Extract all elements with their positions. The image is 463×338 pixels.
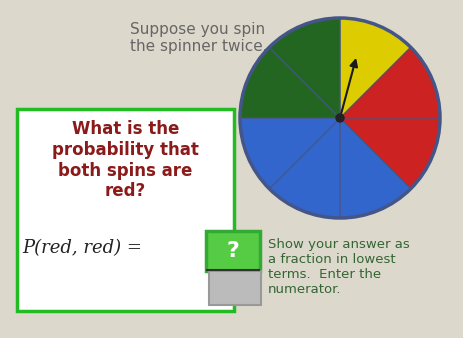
Wedge shape <box>269 18 339 118</box>
Text: Suppose you spin
the spinner twice.: Suppose you spin the spinner twice. <box>130 22 267 54</box>
Wedge shape <box>339 118 439 189</box>
Text: P(red, red) =: P(red, red) = <box>22 239 142 257</box>
Wedge shape <box>239 118 339 189</box>
FancyBboxPatch shape <box>206 231 259 271</box>
Text: What is the
probability that
both spins are
red?: What is the probability that both spins … <box>52 120 199 200</box>
Wedge shape <box>339 18 410 118</box>
Wedge shape <box>269 118 339 218</box>
FancyBboxPatch shape <box>208 271 260 305</box>
Wedge shape <box>339 47 439 118</box>
FancyBboxPatch shape <box>17 109 233 311</box>
Circle shape <box>335 114 343 122</box>
Wedge shape <box>239 47 339 118</box>
Text: ?: ? <box>226 241 239 261</box>
Text: Show your answer as
a fraction in lowest
terms.  Enter the
numerator.: Show your answer as a fraction in lowest… <box>268 238 409 296</box>
Wedge shape <box>339 118 410 218</box>
